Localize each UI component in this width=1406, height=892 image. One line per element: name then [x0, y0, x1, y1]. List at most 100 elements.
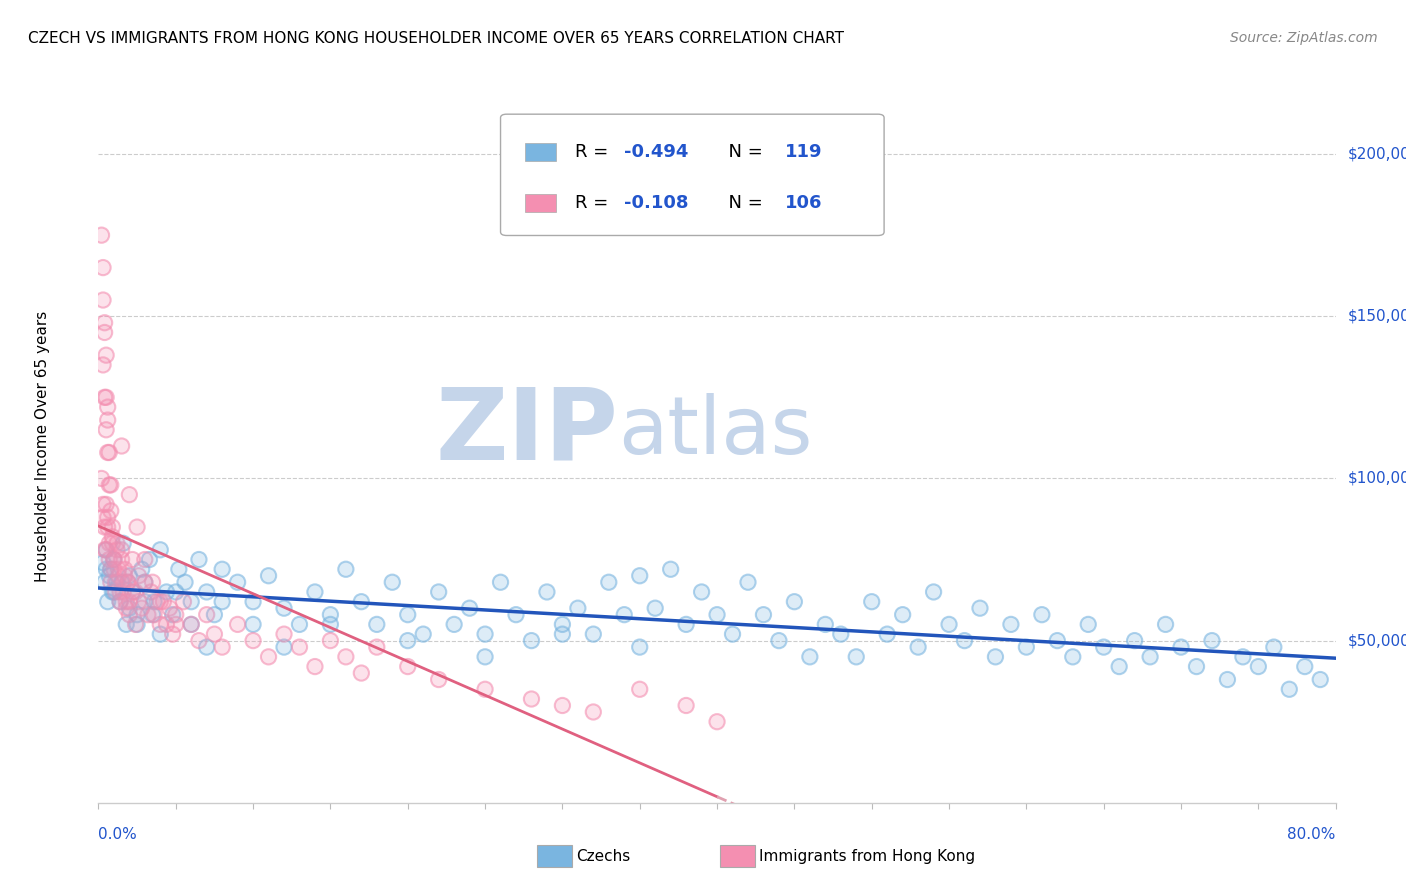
- Point: [396, 607, 419, 622]
- Point: [97, 400, 120, 414]
- Point: [396, 607, 419, 622]
- Point: [155, 617, 177, 632]
- Point: [582, 627, 605, 641]
- Point: [165, 617, 187, 632]
- Point: [96, 497, 118, 511]
- Point: [195, 640, 218, 654]
- Point: [195, 585, 218, 599]
- Point: [98, 568, 121, 582]
- Point: [1309, 673, 1331, 687]
- Point: [97, 510, 120, 524]
- Point: [1170, 640, 1192, 654]
- Point: [103, 552, 125, 566]
- Text: $50,000: $50,000: [1348, 633, 1406, 648]
- Point: [396, 633, 419, 648]
- Point: [768, 633, 790, 648]
- Point: [134, 575, 156, 590]
- Point: [768, 633, 790, 648]
- Point: [96, 542, 118, 557]
- Point: [112, 536, 135, 550]
- Point: [172, 595, 194, 609]
- Point: [112, 536, 135, 550]
- Point: [350, 666, 373, 681]
- Point: [149, 627, 172, 641]
- Point: [103, 562, 125, 576]
- Point: [922, 585, 945, 599]
- Point: [204, 607, 226, 622]
- Point: [165, 585, 187, 599]
- Point: [520, 633, 543, 648]
- Point: [783, 595, 806, 609]
- Point: [91, 556, 114, 570]
- Point: [1263, 640, 1285, 654]
- Point: [143, 595, 166, 609]
- Point: [105, 542, 128, 557]
- Point: [134, 595, 156, 609]
- Point: [211, 595, 233, 609]
- Point: [474, 649, 496, 664]
- Point: [427, 585, 450, 599]
- Point: [876, 627, 898, 641]
- Point: [891, 607, 914, 622]
- Point: [107, 568, 129, 582]
- Text: CZECH VS IMMIGRANTS FROM HONG KONG HOUSEHOLDER INCOME OVER 65 YEARS CORRELATION : CZECH VS IMMIGRANTS FROM HONG KONG HOUSE…: [28, 31, 844, 46]
- Point: [96, 542, 118, 557]
- Point: [613, 607, 636, 622]
- Point: [93, 390, 115, 404]
- Point: [273, 640, 295, 654]
- Point: [242, 617, 264, 632]
- Point: [91, 556, 114, 570]
- Point: [273, 627, 295, 641]
- Point: [1185, 659, 1208, 673]
- Point: [180, 595, 202, 609]
- Point: [114, 568, 136, 582]
- Point: [118, 601, 141, 615]
- Point: [582, 705, 605, 719]
- Point: [143, 607, 166, 622]
- Point: [907, 640, 929, 654]
- Point: [159, 601, 181, 615]
- Point: [706, 607, 728, 622]
- Point: [659, 562, 682, 576]
- Point: [582, 705, 605, 719]
- Point: [97, 510, 120, 524]
- Point: [98, 478, 121, 492]
- Point: [117, 575, 139, 590]
- Point: [195, 640, 218, 654]
- Point: [131, 562, 153, 576]
- Point: [1154, 617, 1177, 632]
- Point: [567, 601, 589, 615]
- Point: [93, 542, 115, 557]
- Point: [335, 562, 357, 576]
- Point: [108, 585, 131, 599]
- Point: [138, 552, 160, 566]
- Point: [159, 601, 181, 615]
- Point: [969, 601, 991, 615]
- Point: [107, 562, 129, 576]
- Point: [141, 575, 165, 590]
- Point: [412, 627, 434, 641]
- Point: [814, 617, 837, 632]
- Point: [91, 293, 114, 307]
- Point: [118, 568, 141, 582]
- Point: [121, 552, 143, 566]
- Point: [165, 607, 187, 622]
- Point: [97, 595, 120, 609]
- Point: [165, 617, 187, 632]
- Point: [100, 478, 122, 492]
- Point: [103, 585, 125, 599]
- Point: [111, 542, 132, 557]
- Point: [149, 595, 172, 609]
- Point: [105, 536, 128, 550]
- Point: [91, 510, 114, 524]
- Point: [628, 568, 651, 582]
- Point: [845, 649, 868, 664]
- Point: [1108, 659, 1130, 673]
- Point: [115, 617, 138, 632]
- Point: [551, 617, 574, 632]
- Point: [1123, 633, 1146, 648]
- Point: [860, 595, 883, 609]
- Point: [111, 439, 132, 453]
- Point: [93, 390, 115, 404]
- Point: [551, 617, 574, 632]
